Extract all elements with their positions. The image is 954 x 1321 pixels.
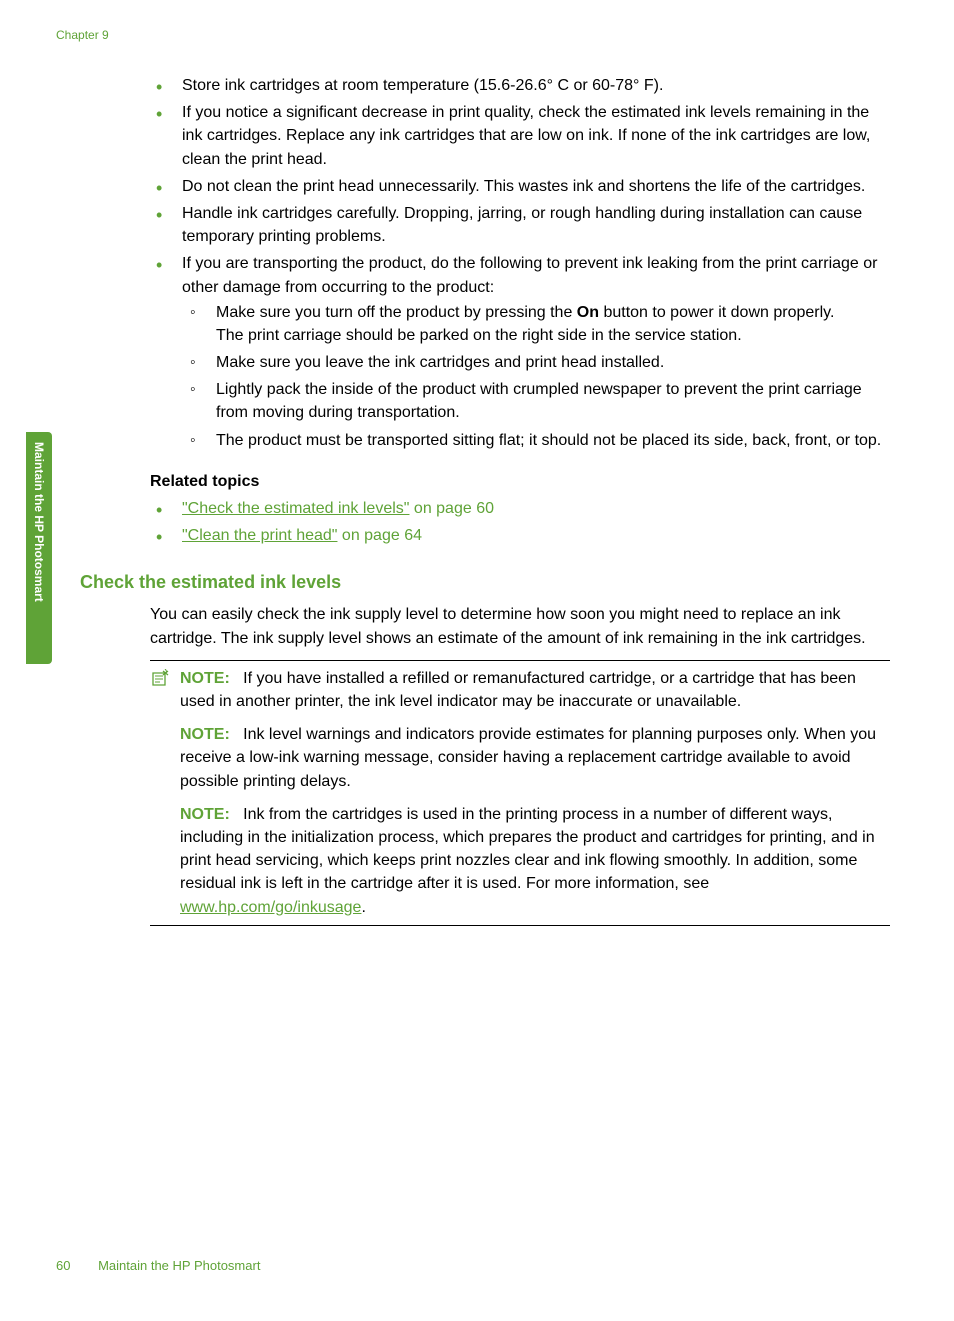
sub-text: button to power it down properly. (599, 304, 834, 321)
list-text: Store ink cartridges at room temperature… (182, 77, 663, 94)
sub-list-item: Make sure you turn off the product by pr… (182, 301, 890, 347)
note-text: Ink from the cartridges is used in the p… (180, 806, 875, 893)
list-item: If you notice a significant decrease in … (150, 101, 890, 171)
related-links: "Check the estimated ink levels" on page… (150, 497, 890, 547)
tips-list: Store ink cartridges at room temperature… (150, 74, 890, 452)
sub-text: Lightly pack the inside of the product w… (216, 381, 862, 421)
on-bold: On (577, 304, 599, 321)
list-text: Do not clean the print head unnecessaril… (182, 178, 865, 195)
list-item: Store ink cartridges at room temperature… (150, 74, 890, 97)
note-label: NOTE: (180, 726, 230, 743)
link-suffix: on page 64 (337, 527, 422, 544)
side-tab: Maintain the HP Photosmart (26, 432, 52, 664)
note-item: NOTE: Ink from the cartridges is used in… (150, 803, 890, 919)
note-text: . (361, 899, 365, 916)
sub-list-item: The product must be transported sitting … (182, 429, 890, 452)
page-number: 60 (56, 1258, 70, 1273)
page-footer: 60 Maintain the HP Photosmart (56, 1258, 260, 1273)
related-link-item: "Check the estimated ink levels" on page… (150, 497, 890, 520)
note-label: NOTE: (180, 806, 230, 823)
related-topics-heading: Related topics (150, 470, 890, 493)
list-text: If you notice a significant decrease in … (182, 104, 870, 167)
note-item: NOTE: If you have installed a refilled o… (150, 667, 890, 713)
sub-text-line2: The print carriage should be parked on t… (216, 324, 890, 347)
note-icon (150, 669, 172, 694)
list-item: Do not clean the print head unnecessaril… (150, 175, 890, 198)
section-heading: Check the estimated ink levels (80, 569, 890, 595)
note-text: Ink level warnings and indicators provid… (180, 726, 876, 789)
note-text (234, 670, 243, 687)
link-clean-head[interactable]: "Clean the print head" (182, 527, 337, 544)
list-item: If you are transporting the product, do … (150, 252, 890, 452)
sub-list: Make sure you turn off the product by pr… (182, 301, 890, 452)
sub-list-item: Make sure you leave the ink cartridges a… (182, 351, 890, 374)
sub-list-item: Lightly pack the inside of the product w… (182, 378, 890, 424)
list-text: If you are transporting the product, do … (182, 255, 878, 295)
note-text (234, 806, 243, 823)
link-suffix: on page 60 (409, 500, 494, 517)
note-text: If you have installed a refilled or rema… (180, 670, 856, 710)
footer-title: Maintain the HP Photosmart (98, 1258, 260, 1273)
note-label: NOTE: (180, 670, 230, 687)
sub-text: Make sure you turn off the product by pr… (216, 304, 577, 321)
note-block: NOTE: If you have installed a refilled o… (150, 660, 890, 926)
chapter-header: Chapter 9 (56, 28, 109, 42)
sub-text: Make sure you leave the ink cartridges a… (216, 354, 664, 371)
link-check-ink[interactable]: "Check the estimated ink levels" (182, 500, 409, 517)
side-tab-label: Maintain the HP Photosmart (32, 432, 46, 602)
main-content: Store ink cartridges at room temperature… (150, 74, 890, 926)
link-inkusage[interactable]: www.hp.com/go/inkusage (180, 899, 361, 916)
related-link-item: "Clean the print head" on page 64 (150, 524, 890, 547)
section-para: You can easily check the ink supply leve… (150, 603, 890, 649)
list-text: Handle ink cartridges carefully. Droppin… (182, 205, 862, 245)
note-text (234, 726, 243, 743)
note-item: NOTE: Ink level warnings and indicators … (150, 723, 890, 793)
sub-text: The product must be transported sitting … (216, 432, 881, 449)
list-item: Handle ink cartridges carefully. Droppin… (150, 202, 890, 248)
